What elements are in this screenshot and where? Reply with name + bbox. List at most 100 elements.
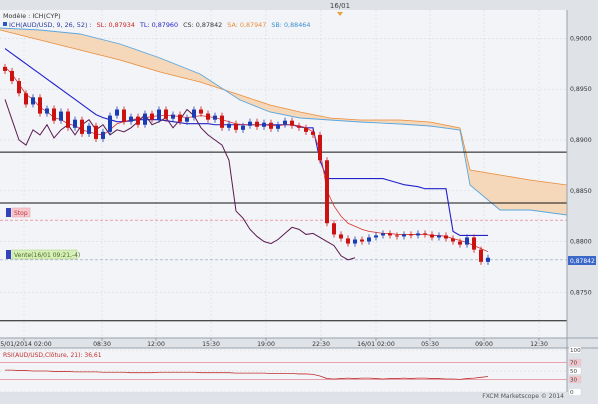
rsi-tick-box <box>568 388 582 396</box>
rsi-tick-label: 100 <box>570 348 581 354</box>
rsi-legend: RSI(AUD/USD,Clôture, 21): 36,61 <box>3 352 102 359</box>
candle-body <box>87 125 91 134</box>
candle-body <box>486 257 490 262</box>
time-tick-label: 22:30 <box>312 341 330 348</box>
candle-body <box>178 114 182 122</box>
candle-body <box>381 233 385 236</box>
rsi-plot-area[interactable] <box>0 348 567 392</box>
legend-cs: CS: 0,87842 <box>183 21 222 29</box>
candle-body <box>150 113 154 120</box>
legend-ich-name: ICH(AUD/USD, 9, 26, 52) : <box>9 21 92 29</box>
candle-body <box>332 223 336 235</box>
vente-label: Vente(16/01 09:21,-4) <box>14 252 80 259</box>
price-axis[interactable]: 0,9000 0,8950 0,8900 0,8850 0,8800 0,8750 <box>570 35 592 296</box>
candle-body <box>38 97 42 114</box>
candle-body <box>409 234 413 236</box>
rsi-tick-box <box>568 358 582 367</box>
candle-body <box>157 109 161 120</box>
top-date-label: 16/01 <box>330 2 350 10</box>
rsi-tick-label: 70 <box>570 361 578 367</box>
rsi-line <box>5 369 489 380</box>
candle-body <box>17 81 21 94</box>
vente-tag[interactable] <box>11 249 78 260</box>
legend-swatch-icon <box>3 22 7 26</box>
candle-body <box>353 239 357 244</box>
price-tick-label: 0,9000 <box>570 35 592 42</box>
candle-body <box>290 120 294 126</box>
legend-sb: SB: 0,88464 <box>271 21 310 29</box>
vente-marker-icon <box>6 250 11 259</box>
legend-sl: SL: 0,87934 <box>97 21 135 29</box>
copyright-footer: FXCM Marketscope © 2014 <box>482 393 564 400</box>
rsi-tick-label: 50 <box>570 369 578 375</box>
legend-sa: SA: 0,87947 <box>227 21 266 29</box>
candle-body <box>241 125 245 130</box>
time-tick-label: 19:00 <box>257 341 275 348</box>
time-tick-label: 12:00 <box>147 341 165 348</box>
candle-body <box>276 124 280 129</box>
candle-body <box>164 109 168 119</box>
candle-body <box>325 160 329 224</box>
candle-body <box>73 119 77 128</box>
candle-body <box>10 70 14 82</box>
horizontal-levels <box>0 151 567 322</box>
legend-model: Modèle : ICH(CYP) <box>3 12 61 20</box>
rsi-tick-box <box>568 367 582 375</box>
rsi-tick-box <box>568 375 582 384</box>
candle-body <box>206 113 210 120</box>
candle-body <box>255 121 259 127</box>
candle-body <box>59 111 63 121</box>
rsi-tick-box <box>568 346 582 354</box>
ichimoku-cloud <box>0 27 568 216</box>
candle-body <box>115 109 119 116</box>
stop-tag[interactable] <box>11 207 31 218</box>
candle-body <box>283 120 287 125</box>
candle-body <box>248 121 252 126</box>
candle-body <box>227 123 231 128</box>
candle-body <box>24 93 28 105</box>
time-axis[interactable]: 15/01/2014 02:00 08:30 12:00 15:30 19:00 22:3… <box>0 338 548 348</box>
price-tick-label: 0,8800 <box>570 239 592 246</box>
rsi-axis: 100 70 50 30 0 <box>568 346 582 396</box>
candle-body <box>199 109 203 114</box>
candle-body <box>402 234 406 237</box>
price-tick-label: 0,8850 <box>570 188 592 195</box>
candle-body <box>423 233 427 235</box>
candles <box>3 63 490 265</box>
candle-body <box>304 127 308 132</box>
rsi-indicator <box>0 349 567 393</box>
time-tick-label: 16/01 02:00 <box>357 341 395 348</box>
candle-body <box>479 249 483 262</box>
price-tick-label: 0,8750 <box>570 289 592 296</box>
tenkan-line <box>4 66 489 253</box>
candle-body <box>66 111 70 128</box>
candle-body <box>94 125 98 139</box>
candle-body <box>213 115 217 120</box>
senkou-b-line <box>0 27 568 216</box>
candle-body <box>129 116 133 122</box>
legend-ich: ICH(AUD/USD, 9, 26, 52) : SL: 0,87934 TL… <box>9 21 310 29</box>
cloud-band <box>0 28 567 215</box>
candle-body <box>143 113 147 125</box>
date-marker-icon <box>337 12 343 16</box>
time-tick-label: 12:30 <box>530 341 548 348</box>
candle-body <box>444 235 448 239</box>
candle-body <box>360 239 364 242</box>
current-price-label: 0,87842 <box>570 258 595 265</box>
time-tick-label: 15:30 <box>202 341 220 348</box>
candle-body <box>318 134 322 161</box>
candle-body <box>311 131 315 135</box>
candle-body <box>346 238 350 244</box>
time-tick-label: 15/01/2014 02:00 <box>0 341 52 348</box>
candle-body <box>416 233 420 236</box>
candle-body <box>374 235 378 238</box>
price-tick-label: 0,8950 <box>570 86 592 93</box>
candle-body <box>101 131 105 139</box>
rsi-tick-label: 0 <box>570 390 574 396</box>
candle-body <box>185 117 189 122</box>
time-tick-label: 09:00 <box>475 341 493 348</box>
candle-body <box>192 109 196 118</box>
senkou-a-line <box>0 29 568 186</box>
